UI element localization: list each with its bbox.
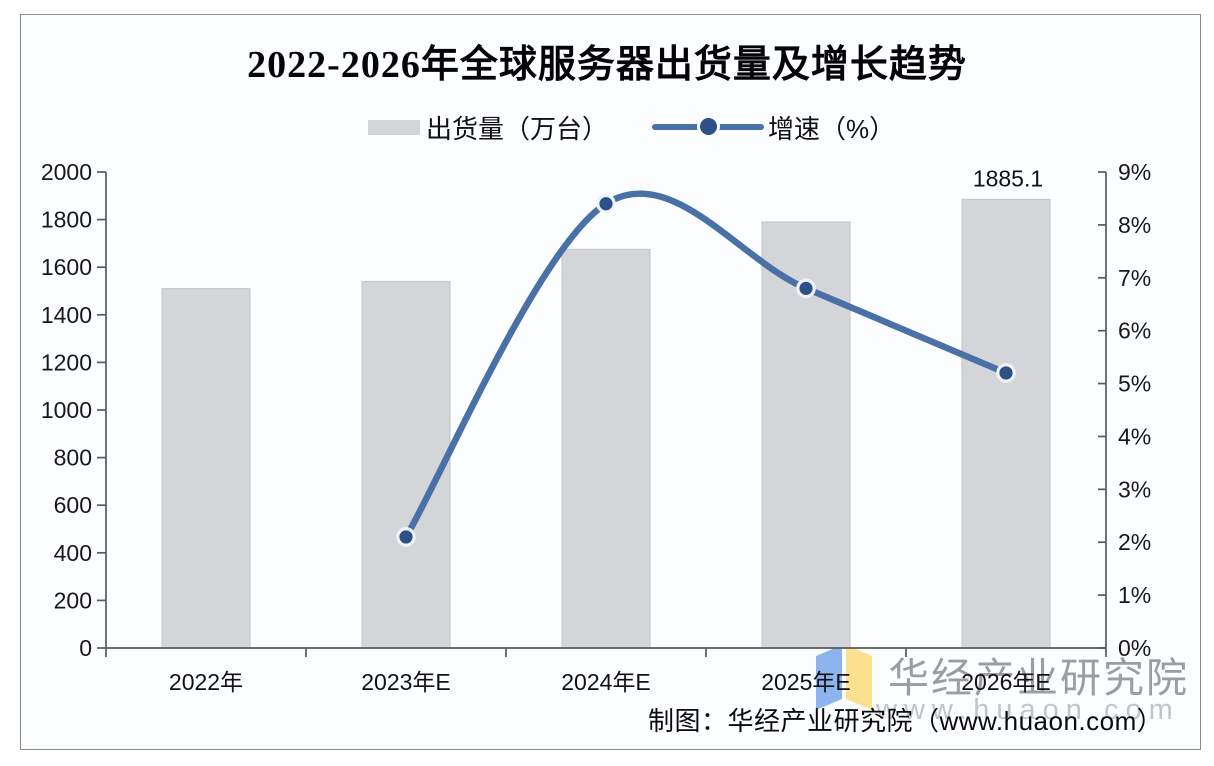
x-axis-label: 2026年E (961, 669, 1051, 695)
left-axis-tick-label: 600 (54, 492, 92, 518)
line-marker-swatch-icon (652, 114, 765, 140)
legend-label-shipments: 出货量（万台） (426, 113, 609, 144)
x-axis-label: 2024年E (561, 669, 651, 695)
bar-2022年 (161, 288, 251, 649)
right-axis-tick-label: 7% (1118, 265, 1151, 291)
x-axis-label: 2023年E (361, 669, 451, 695)
growth-point (796, 278, 816, 299)
bar-2026年E (961, 198, 1051, 649)
left-axis-tick-label: 800 (54, 445, 92, 471)
bar-2023年E (361, 280, 451, 649)
bar-2024年E (561, 248, 651, 649)
growth-point (396, 527, 416, 547)
legend-item-shipments: 出货量（万台） (368, 109, 608, 146)
footer-credit: 制图：华经产业研究院（www.huaon.com） (648, 706, 1164, 736)
right-axis-tick-label: 2% (1118, 529, 1151, 555)
growth-point (596, 193, 616, 214)
right-axis-tick-label: 8% (1118, 212, 1151, 238)
right-axis-tick-label: 4% (1118, 423, 1151, 449)
right-axis-tick-label: 0% (1118, 635, 1151, 661)
chart-title: 2022-2026年全球服务器出货量及增长趋势 (247, 44, 967, 86)
left-axis-tick-label: 2000 (41, 159, 92, 185)
right-axis-tick-label: 9% (1118, 159, 1151, 185)
right-axis-tick-label: 6% (1118, 318, 1151, 344)
legend: 出货量（万台） 增速（%） (368, 112, 895, 144)
legend-item-growth: 增速（%） (652, 109, 895, 146)
bar-swatch-icon (368, 119, 420, 135)
left-axis-tick-label: 1000 (41, 397, 92, 423)
legend-label-growth: 增速（%） (768, 113, 896, 144)
x-axis-label: 2022年 (169, 669, 243, 695)
left-axis-tick-label: 1400 (41, 302, 92, 328)
left-axis-tick-label: 1600 (41, 254, 92, 280)
right-axis-tick-label: 1% (1118, 582, 1151, 608)
right-axis-tick-label: 3% (1118, 476, 1151, 502)
left-axis-tick-label: 1200 (41, 349, 92, 375)
bar-value-label: 1885.1 (973, 165, 1043, 191)
growth-line (402, 190, 1010, 541)
x-axis-label: 2025年E (761, 669, 851, 695)
left-axis-tick-label: 200 (54, 587, 92, 613)
growth-point (996, 363, 1016, 383)
right-axis-tick-label: 5% (1118, 371, 1151, 397)
left-axis-tick-label: 400 (54, 540, 92, 566)
left-axis-tick-label: 1800 (41, 207, 92, 233)
left-axis-tick-label: 0 (79, 635, 92, 661)
